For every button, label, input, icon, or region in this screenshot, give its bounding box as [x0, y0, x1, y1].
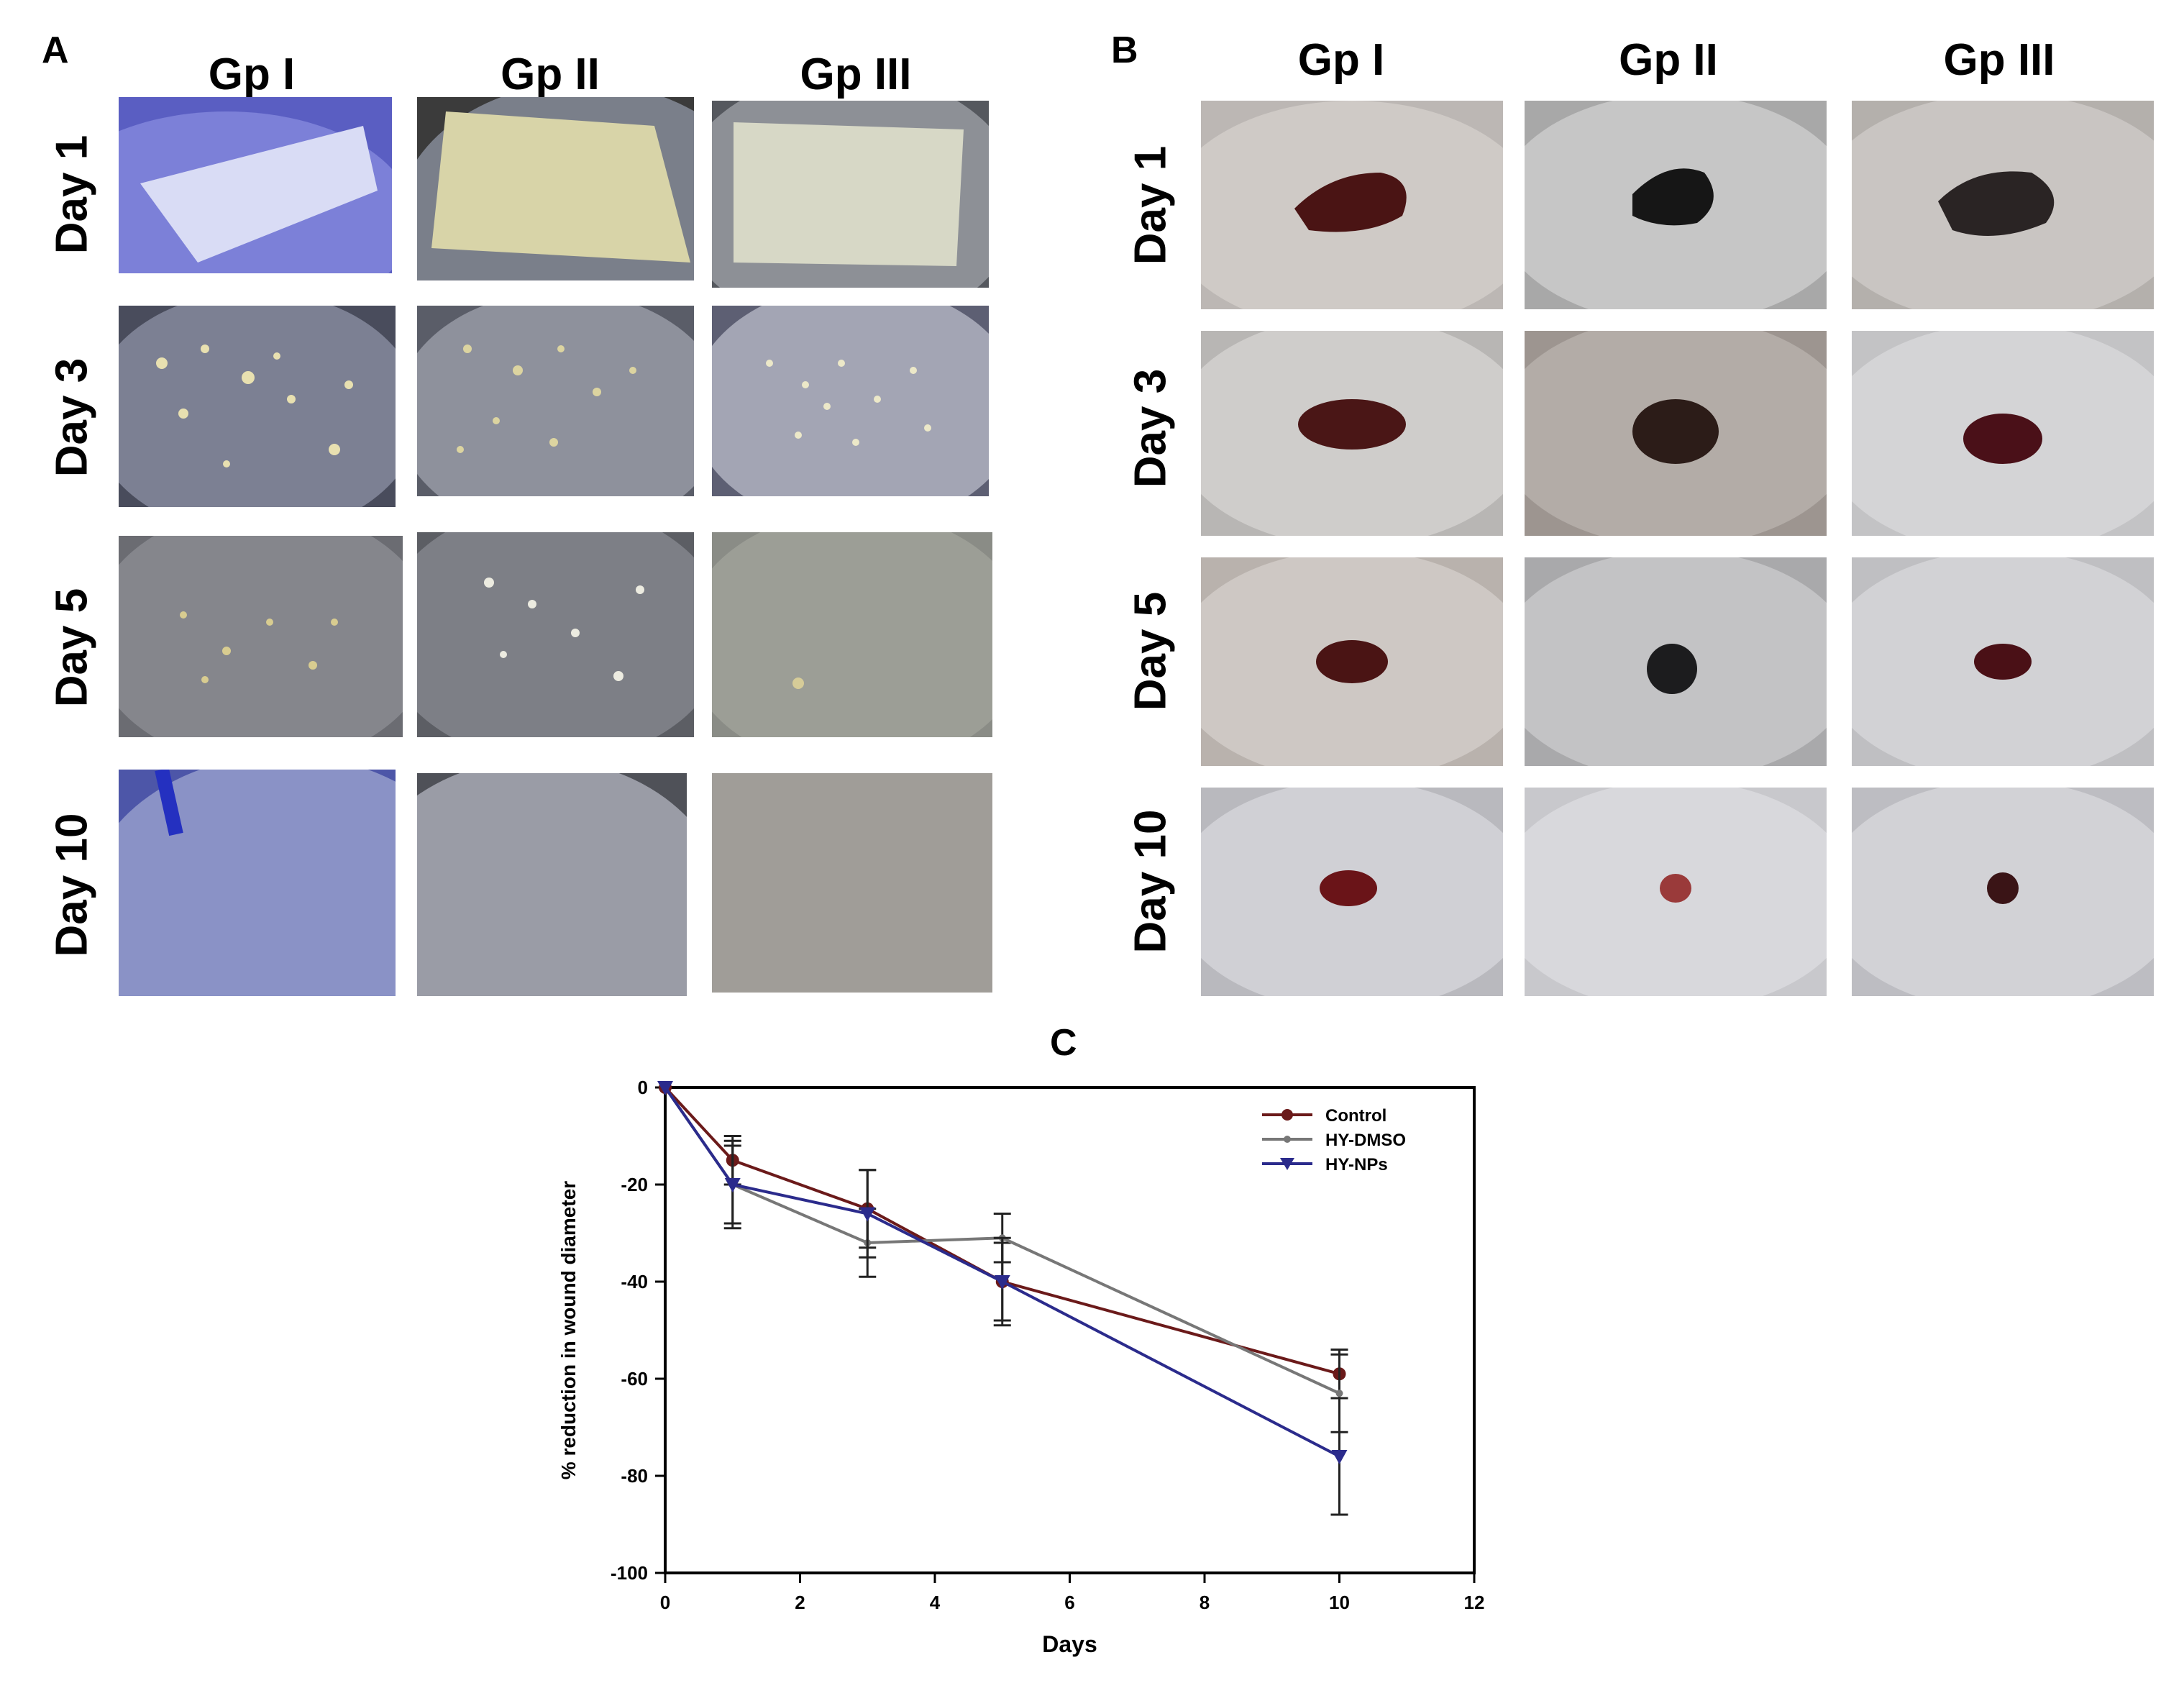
series-hy-nps — [657, 1081, 1348, 1516]
legend-marker — [1281, 1109, 1293, 1121]
data-point — [994, 1275, 1010, 1290]
data-point — [724, 1178, 741, 1192]
wound-gp3-day5 — [1852, 557, 2154, 766]
x-tick-label: 0 — [660, 1592, 670, 1613]
plate-gp1-day3 — [119, 306, 396, 507]
y-tick-label: -20 — [621, 1174, 648, 1195]
wound-gp1-day1 — [1201, 101, 1503, 309]
x-tick-label: 10 — [1329, 1592, 1350, 1613]
wound-gp3-day3 — [1852, 331, 2154, 536]
wound-gp1-day3 — [1201, 331, 1503, 536]
plate-gp2-day10 — [417, 773, 687, 996]
chart-legend: Control HY-DMSO HY-NPs — [1262, 1106, 1406, 1174]
x-tick-label: 2 — [795, 1592, 805, 1613]
y-tick-label: -80 — [621, 1465, 648, 1487]
chart-axes: 0 2 4 6 8 10 12 0 -20 -40 -60 -80 -100 Days % reductio… — [557, 1077, 1484, 1657]
x-tick-label: 6 — [1064, 1592, 1074, 1613]
panel-b-col-gp3: Gp III — [1943, 35, 2055, 85]
legend-label: HY-NPs — [1325, 1155, 1388, 1174]
plate-gp3-day3 — [712, 306, 989, 496]
plate-gp3-day5 — [712, 532, 992, 737]
panel-b-col-gp1: Gp I — [1297, 35, 1385, 85]
plate-gp2-day5 — [417, 532, 694, 737]
x-tick-label: 12 — [1464, 1592, 1485, 1613]
panel-b-letter: B — [1111, 29, 1138, 71]
y-tick-label: 0 — [638, 1077, 648, 1098]
plate-gp1-day1 — [119, 97, 392, 273]
legend-label: Control — [1325, 1106, 1386, 1126]
panel-c-letter: C — [1050, 1022, 1077, 1064]
x-tick-label: 4 — [930, 1592, 941, 1613]
y-tick-label: -100 — [611, 1562, 648, 1584]
wound-gp1-day10 — [1201, 788, 1503, 996]
series-hy-dmso — [662, 1084, 1348, 1433]
x-tick-label: 8 — [1200, 1592, 1210, 1613]
panel-a-letter: A — [42, 29, 69, 71]
plate-gp2-day3 — [417, 306, 694, 496]
wound-gp2-day10 — [1525, 788, 1827, 996]
data-point — [1335, 1390, 1343, 1397]
legend-entry: Control — [1262, 1106, 1386, 1126]
wound-gp3-day10 — [1852, 788, 2154, 996]
wound-gp2-day5 — [1525, 557, 1827, 766]
legend-label: HY-DMSO — [1325, 1131, 1406, 1150]
wound-gp2-day3 — [1525, 331, 1827, 536]
wound-gp1-day5 — [1201, 557, 1503, 766]
panel-a-col-gp1: Gp I — [208, 50, 296, 99]
wound-gp3-day1 — [1852, 101, 2154, 309]
data-point — [859, 1207, 876, 1222]
panel-a-col-gp2: Gp II — [501, 50, 600, 99]
wound-gp2-day1 — [1525, 101, 1827, 309]
chart-series-layer — [657, 1081, 1348, 1516]
legend-marker — [1280, 1158, 1294, 1170]
legend-marker — [1284, 1136, 1291, 1143]
plate-gp2-day1 — [417, 97, 694, 280]
y-tick-label: -40 — [621, 1271, 648, 1292]
plate-gp3-day10 — [712, 773, 992, 993]
panel-b-col-gp2: Gp II — [1619, 35, 1718, 85]
x-axis-label: Days — [1042, 1631, 1097, 1657]
panel-a-col-gp3: Gp III — [800, 50, 912, 99]
data-point — [1331, 1450, 1348, 1464]
y-axis-label: % reduction in wound diameter — [557, 1181, 580, 1479]
plate-gp1-day5 — [119, 536, 403, 737]
data-point — [657, 1081, 673, 1095]
y-tick-label: -60 — [621, 1368, 648, 1390]
plate-gp3-day1 — [712, 101, 989, 288]
legend-entry: HY-DMSO — [1262, 1131, 1406, 1150]
plate-gp1-day10 — [119, 770, 396, 996]
legend-entry: HY-NPs — [1262, 1155, 1388, 1174]
